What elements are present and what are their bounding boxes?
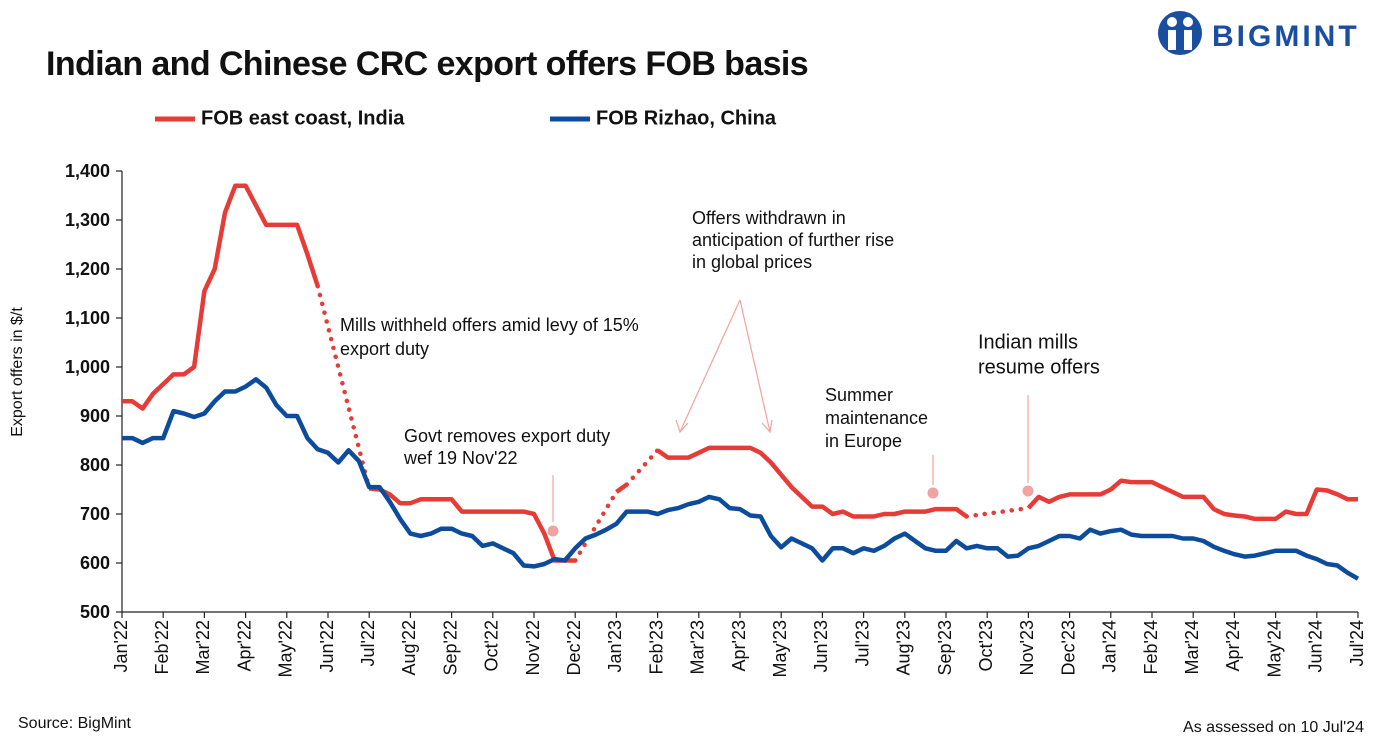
source: Source: BigMint [18, 715, 131, 732]
x-tick-label: Sep'23 [935, 620, 955, 676]
y-axis-label: Export offers in $/t [9, 307, 26, 437]
x-tick-label: Mar'24 [1182, 620, 1202, 674]
y-tick-label: 700 [80, 504, 110, 524]
gap-connector [624, 448, 660, 487]
annotation-arrowhead [761, 419, 773, 434]
x-tick-label: Mar'22 [193, 620, 213, 674]
x-tick-label: Jul'24 [1347, 620, 1367, 666]
annotation: Summer [825, 385, 893, 405]
y-tick-label: 900 [80, 406, 110, 426]
y-tick-label: 500 [80, 602, 110, 622]
x-tick-label: Nov'23 [1017, 620, 1037, 675]
x-tick-label: Jan'22 [111, 620, 131, 672]
x-tick-label: Sep'22 [440, 620, 460, 676]
logo-icon-part [1168, 30, 1176, 50]
x-tick-label: Feb'23 [646, 620, 666, 674]
logo-icon-part [1167, 17, 1177, 27]
legend-label: FOB Rizhao, China [596, 107, 777, 129]
x-tick-label: Mar'23 [688, 620, 708, 674]
series-line [122, 183, 1358, 563]
y-tick-label: 1,200 [65, 259, 110, 279]
x-tick-label: May'23 [770, 620, 790, 677]
x-tick-label: Jan'23 [605, 620, 625, 672]
annotation: export duty [340, 339, 429, 359]
y-tick-label: 1,400 [65, 161, 110, 181]
x-tick-label: Jul'22 [358, 620, 378, 666]
annotation: anticipation of further rise [692, 230, 894, 250]
x-tick-label: May'22 [276, 620, 296, 677]
gap-connector [315, 283, 372, 491]
y-tick-label: 1,000 [65, 357, 110, 377]
annotation: Govt removes export duty [404, 426, 610, 446]
annotation-arrow [739, 299, 771, 433]
annotation: Mills withheld offers amid levy of 15% [340, 315, 639, 335]
legend-label: FOB east coast, India [201, 107, 405, 129]
x-tick-label: Apr'22 [234, 620, 254, 671]
logo-icon-part [1183, 17, 1193, 27]
logo-text: BIGMINT [1212, 20, 1360, 53]
x-tick-label: Apr'24 [1223, 620, 1243, 671]
x-tick-label: Jun'22 [317, 620, 337, 672]
x-tick-label: Jun'23 [811, 620, 831, 672]
y-tick-label: 600 [80, 553, 110, 573]
y-tick-label: 1,100 [65, 308, 110, 328]
gap-connector [964, 505, 1031, 519]
annotation: Indian mills [978, 331, 1078, 353]
x-tick-label: Oct'22 [482, 620, 502, 671]
annotation: resume offers [978, 356, 1100, 378]
x-tick-label: Oct'23 [976, 620, 996, 671]
annotation: in Europe [825, 431, 902, 451]
x-tick-label: Aug'22 [399, 620, 419, 676]
annotation-arrows [675, 299, 773, 434]
x-tick-label: Dec'22 [564, 620, 584, 675]
x-tick-label: Feb'24 [1141, 620, 1161, 674]
annotation: in global prices [692, 252, 812, 272]
x-tick-label: Nov'22 [523, 620, 543, 675]
x-tick-label: Feb'22 [152, 620, 172, 674]
y-tick-label: 1,300 [65, 210, 110, 230]
series-line [122, 377, 1360, 581]
x-tick-label: Jul'23 [852, 620, 872, 666]
logo-icon [1158, 11, 1202, 55]
x-tick-label: Dec'23 [1058, 620, 1078, 675]
annotation-arrow [679, 299, 741, 433]
annotation-arrowhead [675, 419, 689, 434]
x-tick-label: Aug'23 [894, 620, 914, 676]
annotation-dot [547, 525, 559, 537]
assessed-note: As assessed on 10 Jul'24 [1183, 719, 1364, 736]
x-tick-label: Jan'24 [1100, 620, 1120, 672]
chart-title: Indian and Chinese CRC export offers FOB… [46, 45, 808, 83]
annotation-dot [927, 487, 939, 499]
logo: BIGMINT [1158, 11, 1360, 55]
x-tick-label: Jun'24 [1306, 620, 1326, 672]
x-tick-label: May'24 [1264, 620, 1284, 677]
logo-icon-part [1184, 30, 1192, 50]
annotation: Offers withdrawn in [692, 208, 846, 228]
annotation-dot [1022, 485, 1034, 497]
annotation: maintenance [825, 408, 928, 428]
y-tick-label: 800 [80, 455, 110, 475]
annotation: wef 19 Nov'22 [403, 448, 518, 468]
x-tick-label: Apr'23 [729, 620, 749, 671]
